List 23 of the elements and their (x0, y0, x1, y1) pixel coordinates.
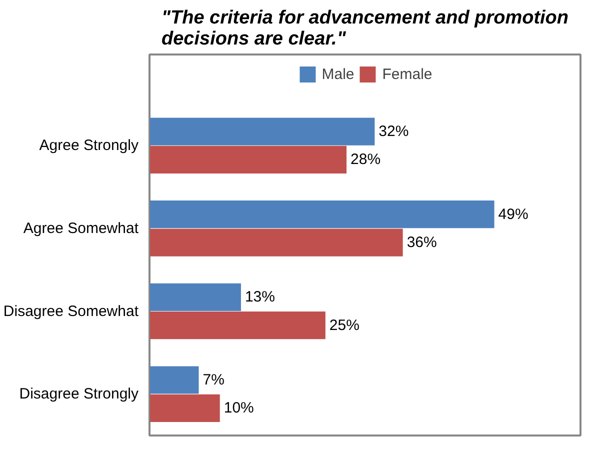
chart-title: "The criteria for advancement and promotion decisions are clear." (161, 8, 569, 50)
bar (150, 283, 241, 311)
data-label: 32% (378, 123, 409, 140)
bar (150, 146, 347, 174)
data-label: 49% (498, 206, 528, 223)
data-label: 36% (406, 234, 437, 252)
data-label: 13% (244, 288, 276, 306)
bar (150, 312, 326, 340)
bar (150, 200, 494, 228)
legend-label: Female (382, 66, 432, 82)
data-label: 7% (202, 372, 224, 389)
bar (150, 118, 375, 146)
bar (150, 366, 199, 394)
bar (150, 394, 220, 422)
y-tick-label: Disagree Somewhat (3, 302, 140, 320)
data-label: 28% (350, 151, 381, 168)
bar (150, 228, 403, 256)
legend-label: Male (322, 66, 354, 82)
y-tick-label: Agree Strongly (39, 137, 139, 154)
data-label: 10% (224, 400, 254, 417)
y-tick-label: Agree Somewhat (23, 220, 140, 237)
y-tick-label: Disagree Strongly (19, 386, 139, 403)
data-label: 25% (329, 316, 360, 334)
